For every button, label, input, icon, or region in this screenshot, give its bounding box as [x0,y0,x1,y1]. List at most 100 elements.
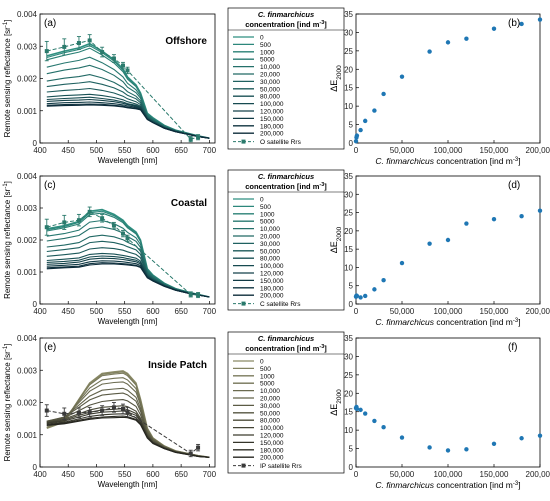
panel-d-ytick-label: 5 [349,282,354,291]
panel-b-ytick-label: 15 [344,84,353,93]
panel-a-satellite-point [100,50,105,55]
panel-d-point [354,293,360,299]
panel-b-ytick-label: 0 [349,139,354,148]
panel-b-ytick-label: 10 [344,102,353,111]
panel-c-series-line [46,240,210,298]
panel-c-xtick-label: 500 [90,307,104,316]
panel-d-axes: 0 50,000 100,000 150,000 200,000 0 5 10 15 20 25 30… [329,172,550,327]
panel-a-legend-label: 1000 [260,49,275,56]
panel-b-point [399,74,405,79]
panel-c-legend-label: 80,000 [260,256,280,263]
panel-d-ytick-label: 10 [344,263,353,272]
panel-c-label: (c) [44,180,56,191]
panel-a-legend-label: 150,000 [260,116,284,123]
panel-c-axes: 400 450 500 550 600 650 700 0 0.001 0.002 0.003 0.0… [3,172,217,326]
panel-c-series-line [46,263,210,298]
panel-e-satellite-point [111,405,116,410]
panel-a-xtick-label: 600 [146,146,160,155]
panel-a-xtick-label: 550 [118,146,132,155]
panel-e-xtick-label: 600 [146,470,160,479]
panel-c-satellite-point [100,216,105,221]
panel-d-ytick-label: 25 [344,209,353,218]
panel-b-ytick-label: 35 [344,10,353,19]
panel-a-satellite-point [44,49,49,54]
panel-e-ylabel: Remote sensing reflectance [sr-1] [3,344,12,462]
panel-a-satellite-line [46,39,199,140]
panel-f-ytick-label: 5 [349,445,354,454]
panel-f-point [358,407,363,413]
panel-d-point [363,293,368,299]
panel-e-legend-subtitle: concentration [ind m-3] [245,344,327,353]
panel-e-frame [39,337,216,468]
panel-c-legend-label: 50,000 [260,248,280,255]
panel-b-point [519,21,524,27]
panel-c-xtick-label: 400 [33,307,47,316]
panel-b-ytick-label: 25 [344,47,353,56]
panel-b-point [358,127,363,133]
panel-a-legend-label: 100,000 [260,101,284,108]
panel-e-legend-label: 200,000 [260,455,284,462]
panel-c-legend-label: 200,000 [260,293,284,300]
panel-c-legend-satellite-marker [241,301,246,306]
panel-a-xtick-label: 700 [203,146,217,155]
panel-f-point [427,445,432,450]
panel-c-satellite-line [46,211,199,296]
panel-c-legend-label: 0 [260,197,264,204]
panel-e-satellite-point [44,408,49,413]
panel-a-satellite-point [196,135,201,140]
panel-c-legend-box [227,169,345,311]
panel-b-point [464,36,469,41]
panel-f-ylabel: ΔE2000 [329,389,343,416]
panel-d-point [381,278,386,283]
panel-a-xlabel: Wavelength [nm] [98,156,158,165]
panel-f-xtick-label: 150,000 [480,470,509,479]
panel-c-series-line [46,208,210,298]
panel-f-ytick-label: 0 [349,463,354,472]
panel-a-legend-satellite-marker [241,139,246,144]
panel-e-label: (e) [44,342,56,353]
panel-a-legend-label: 120,000 [260,109,284,116]
panel-a-legend-title: C. finmarchicus [258,10,314,19]
panel-f-point [464,447,469,452]
panel-a-ytick-label: 0.002 [17,75,38,84]
panel-c-legend-label: 500 [260,204,271,211]
panel-d-point [537,208,543,213]
panel-d-ytick-label: 30 [344,190,353,199]
panel-c-ylabel: Remote sensing reflectance [sr-1] [3,181,12,299]
panel-a-ytick-label: 0.001 [17,107,38,116]
panel-a-satellite-point [188,137,193,142]
panel-f-point [491,441,497,446]
panel-a-ytick-label: 0.004 [17,10,38,19]
panel-c-legend-label: 180,000 [260,285,284,292]
panel-e-satellite-point [62,411,67,416]
panel-a-legend-label: 5000 [260,57,275,64]
panel-e-legend-label: 1000 [260,373,275,380]
panel-a-xtick-label: 650 [174,146,188,155]
panel-a-legend-subtitle: concentration [ind m-3] [245,20,327,29]
panel-c-ytick-label: 0 [33,300,38,309]
panel-e-series-line [46,372,210,458]
panel-d-xtick-label: 0 [354,307,359,316]
panel-c-satellite-point [111,223,116,228]
panel-b-xtick-label: 200,000 [526,146,550,155]
panel-e-series-line [46,399,210,458]
panel-e-xlabel: Wavelength [nm] [98,480,158,489]
panel-d-label: (d) [508,180,520,191]
panel-a-title: Offshore [165,36,207,47]
panel-d-point [519,214,524,219]
panel-a-series-line [46,42,210,139]
panel-a-ytick-label: 0.003 [17,42,38,51]
panel-a-legend-label: 0 [260,35,264,42]
panel-e-legend-label: 120,000 [260,433,284,440]
panel-d-point [399,260,405,266]
panel-c-xtick-label: 550 [118,307,132,316]
panel-c-xtick-label: 700 [203,307,217,316]
panel-e-legend-box [227,331,345,474]
panel-e-axes: 400 450 500 550 600 650 700 0 0.001 0.002 0.003 0.0… [3,334,217,489]
panel-b-point [491,26,497,31]
panel-d-ytick-label: 35 [344,172,353,181]
panel-a-legend-label: 10,000 [260,64,280,71]
